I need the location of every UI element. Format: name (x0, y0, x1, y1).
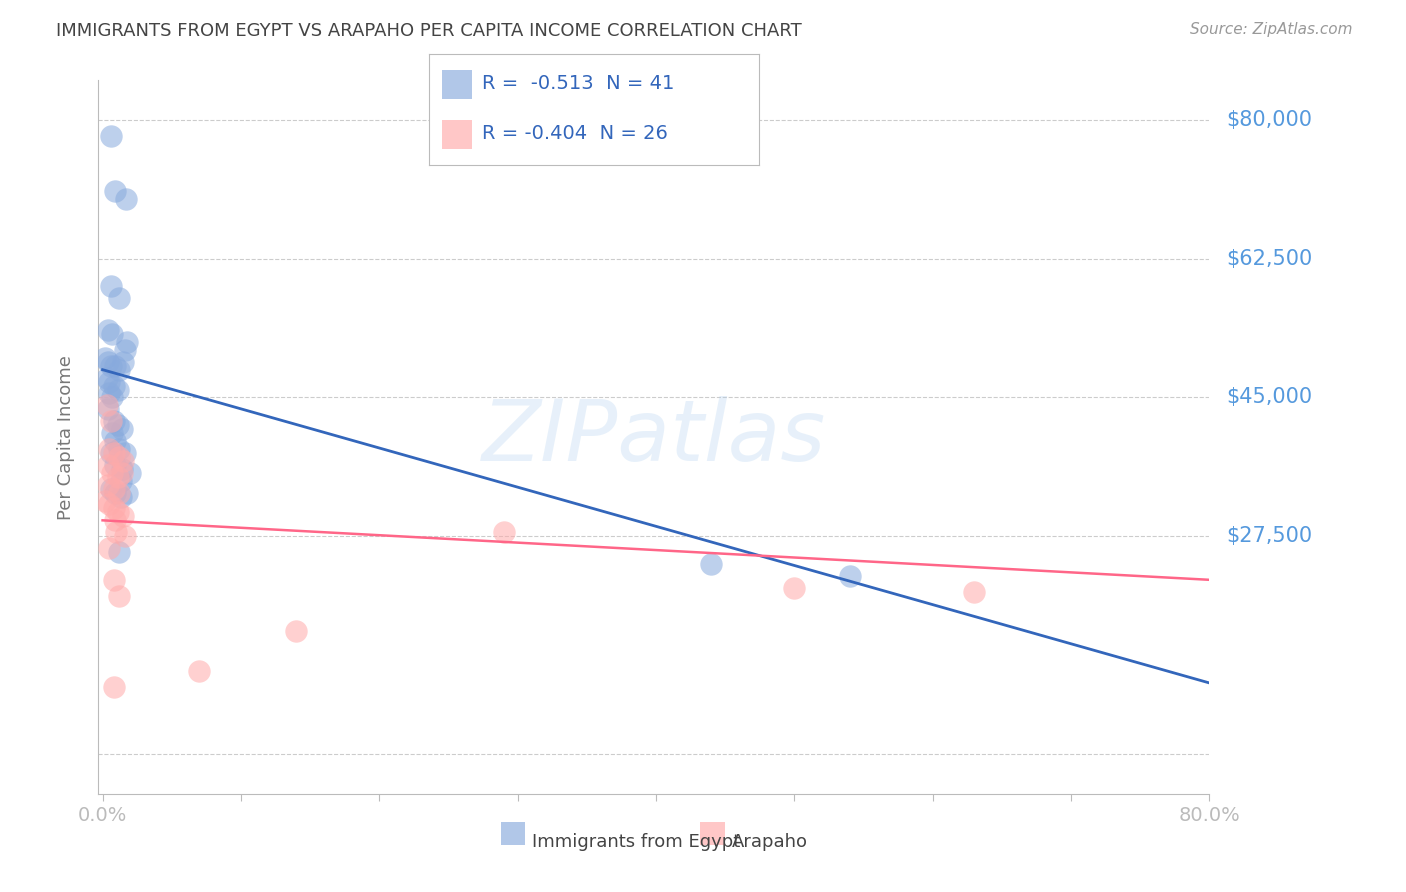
Point (115, 192, 138, 206)
Point (700, 557, 723, 571)
Point (97, 477, 120, 491)
Point (97, 458, 120, 472)
Point (963, 584, 986, 599)
Text: R = -0.404  N = 26: R = -0.404 N = 26 (482, 124, 668, 144)
Point (100, 414, 122, 428)
Point (104, 485, 127, 500)
Point (107, 418, 129, 433)
Text: Source: ZipAtlas.com: Source: ZipAtlas.com (1189, 22, 1353, 37)
Point (108, 442, 131, 456)
Point (101, 466, 124, 480)
Point (117, 334, 139, 349)
Point (107, 505, 129, 519)
Point (111, 462, 134, 476)
Point (108, 362, 131, 376)
Text: Immigrants from Egypt: Immigrants from Egypt (531, 833, 740, 851)
Point (188, 664, 211, 678)
Point (100, 482, 122, 496)
Point (107, 383, 129, 397)
Point (492, 525, 515, 540)
Point (103, 482, 125, 496)
Point (96, 370, 118, 384)
Text: $80,000: $80,000 (1226, 110, 1312, 130)
Point (98, 442, 121, 456)
Text: ZIPatlas: ZIPatlas (482, 395, 825, 479)
Point (105, 525, 128, 540)
Point (108, 545, 131, 559)
Text: Arapaho: Arapaho (731, 833, 807, 851)
Point (98, 541, 121, 555)
Point (103, 680, 125, 694)
Bar (700, 822, 725, 846)
Point (117, 485, 139, 500)
Point (112, 454, 135, 468)
Point (112, 509, 135, 524)
Point (103, 446, 125, 460)
Point (114, 446, 136, 460)
Point (97, 355, 120, 369)
Point (110, 474, 132, 488)
Point (104, 434, 127, 448)
Point (110, 490, 132, 504)
Point (838, 569, 860, 583)
Point (98, 498, 121, 512)
Point (104, 359, 127, 373)
Point (103, 378, 125, 392)
Point (120, 466, 142, 480)
Text: IMMIGRANTS FROM EGYPT VS ARAPAHO PER CAPITA INCOME CORRELATION CHART: IMMIGRANTS FROM EGYPT VS ARAPAHO PER CAP… (56, 22, 801, 40)
Point (101, 326, 124, 341)
Point (98, 386, 121, 401)
Point (112, 355, 135, 369)
Point (101, 391, 124, 405)
Text: $62,500: $62,500 (1226, 249, 1312, 268)
Text: $45,000: $45,000 (1226, 387, 1312, 408)
Text: $27,500: $27,500 (1226, 526, 1312, 546)
Point (103, 573, 125, 587)
Point (104, 458, 127, 472)
Point (111, 466, 134, 480)
Bar (441, 70, 472, 99)
Point (783, 581, 806, 595)
Point (97, 323, 120, 337)
Point (285, 624, 308, 639)
Point (108, 485, 131, 500)
Bar (501, 822, 524, 846)
Point (114, 529, 136, 543)
Y-axis label: Per Capita Income: Per Capita Income (56, 355, 75, 519)
Text: R =  -0.513  N = 41: R = -0.513 N = 41 (482, 74, 673, 93)
Point (100, 446, 122, 460)
Point (108, 450, 131, 464)
Point (114, 343, 136, 357)
Point (100, 128, 122, 143)
Point (111, 422, 134, 436)
Point (94, 493, 117, 508)
Point (108, 589, 131, 603)
Bar (441, 120, 472, 150)
Point (100, 279, 122, 293)
Point (103, 414, 125, 428)
Point (108, 291, 131, 305)
Point (94, 351, 117, 365)
Point (98, 375, 121, 389)
Point (97, 402, 120, 417)
Point (100, 359, 122, 373)
Point (104, 513, 127, 527)
Point (104, 184, 127, 198)
Point (103, 501, 125, 516)
Point (101, 426, 124, 441)
Point (107, 469, 129, 483)
Point (96, 398, 118, 412)
